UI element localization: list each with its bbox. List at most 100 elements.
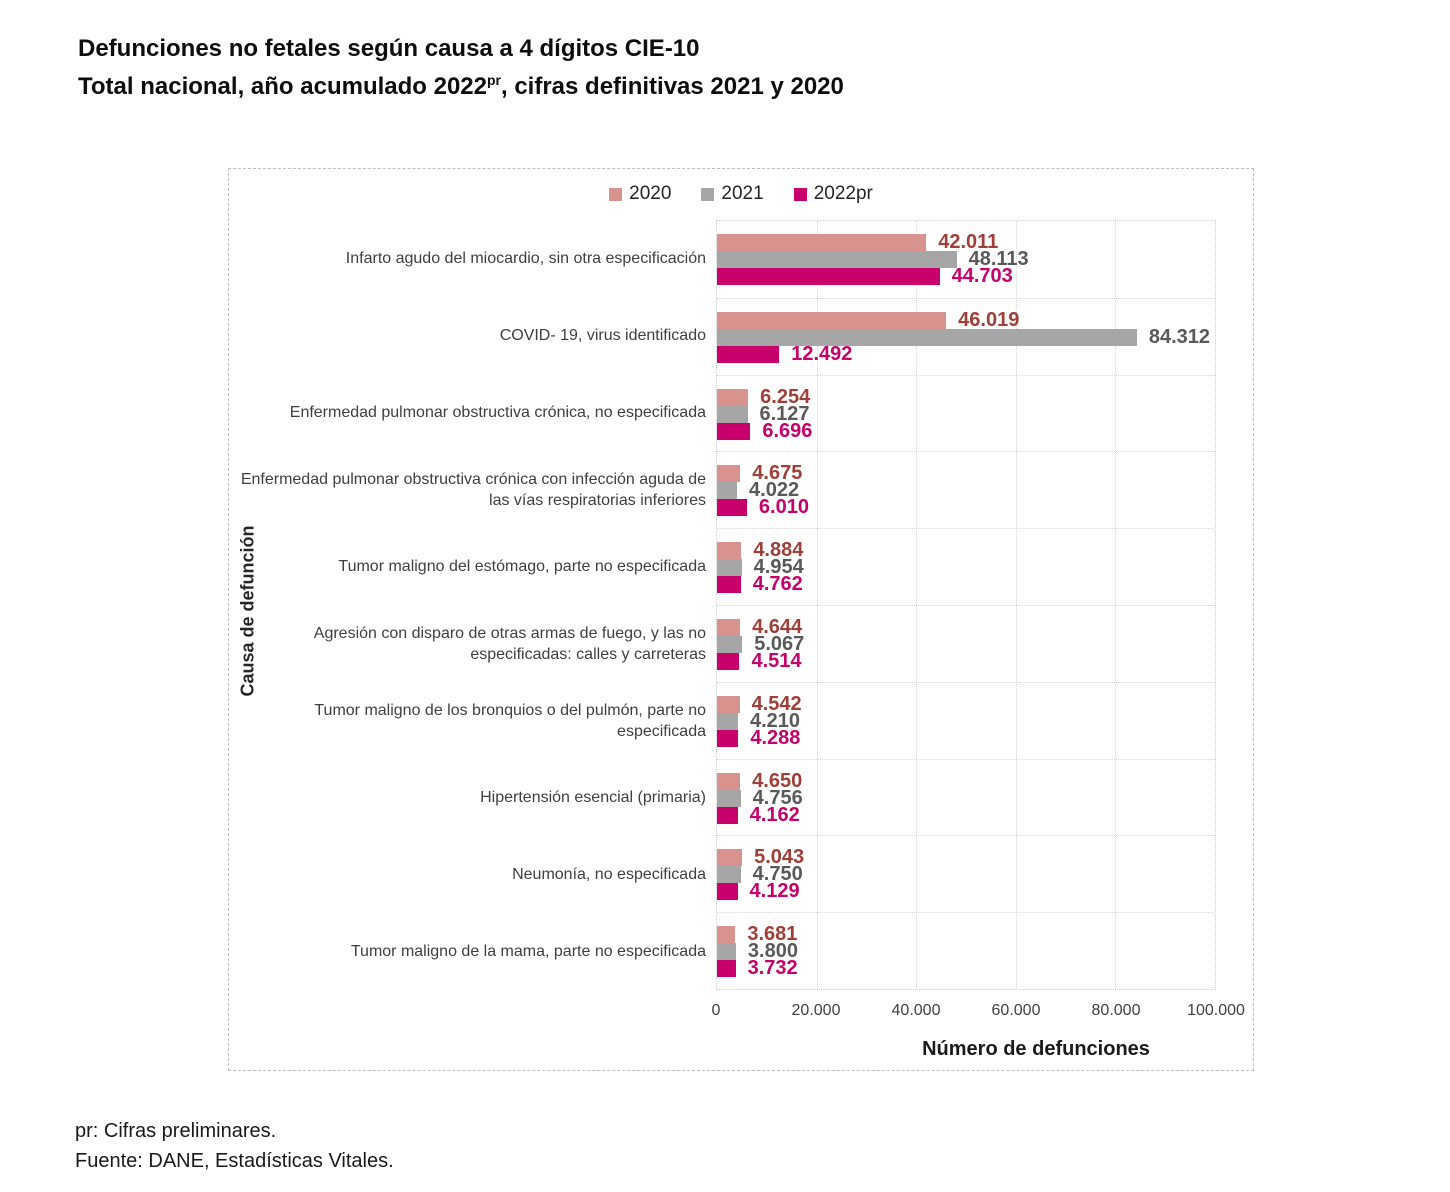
footnotes: pr: Cifras preliminares. Fuente: DANE, E… — [75, 1116, 394, 1176]
value-label-2020: 4.675 — [752, 462, 803, 485]
bar-line-2020: 5.043 — [717, 846, 1215, 869]
value-label-2022pr: 12.492 — [791, 342, 853, 365]
bar-line-2021: 6.127 — [717, 402, 1215, 425]
bar-2020 — [717, 849, 743, 867]
category-label: Infarto agudo del miocardio, sin otra es… — [234, 220, 706, 297]
bar-line-2022pr: 3.732 — [717, 957, 1215, 980]
legend-swatch-2021 — [701, 187, 715, 201]
value-label-2022pr: 4.762 — [752, 573, 803, 596]
category-label-text: Infarto agudo del miocardio, sin otra es… — [345, 250, 706, 267]
bar-line-2021: 4.750 — [717, 863, 1215, 886]
value-label-2021: 4.750 — [752, 863, 803, 886]
value-label-2021: 84.312 — [1148, 325, 1211, 348]
bar-line-2022pr: 44.703 — [717, 266, 1215, 286]
value-label-2021: 4.210 — [749, 709, 801, 732]
bar-2020 — [717, 542, 742, 560]
bar-2021 — [717, 559, 742, 577]
category-label-text: Tumor maligno del estómago, parte no esp… — [338, 558, 706, 575]
bar-line-2021: 4.022 — [717, 479, 1215, 502]
bar-2022pr — [717, 652, 740, 670]
bar-2021 — [717, 635, 743, 653]
category-label-text: COVID- 19, virus identificado — [499, 327, 706, 344]
bar-line-2022pr: 12.492 — [717, 342, 1215, 365]
x-axis-title: Número de defunciones — [922, 1038, 1150, 1060]
value-label-2022pr: 3.732 — [747, 957, 798, 980]
bar-line-2021: 84.312 — [717, 325, 1215, 348]
x-tick-label: 100.000 — [1187, 1002, 1245, 1019]
value-label-2020: 46.019 — [958, 308, 1020, 331]
value-label-2020: 4.644 — [752, 615, 803, 638]
value-label-2021: 4.022 — [749, 479, 800, 502]
bar-group: 5.043 4.750 4.129 — [717, 835, 1215, 912]
bar-line-2021: 5.067 — [717, 632, 1215, 655]
bar-2021 — [717, 482, 738, 500]
superscript-pr: pr — [487, 72, 501, 88]
bar-line-2021: 3.800 — [717, 941, 1215, 961]
category-label: Tumor maligno de la mama, parte no espec… — [234, 913, 706, 990]
chart-frame — [228, 168, 1254, 1071]
legend-item-2020: 2020 — [609, 183, 671, 205]
bar-2021 — [717, 405, 748, 423]
bar-2022pr — [717, 576, 741, 594]
bar-group: 3.681 3.800 3.732 — [717, 912, 1215, 989]
value-label-2020: 4.542 — [751, 692, 802, 715]
bar-2021 — [717, 943, 736, 961]
bar-line-2021: 4.210 — [717, 709, 1215, 732]
bar-line-2020: 4.542 — [717, 692, 1215, 715]
value-label-2020: 3.681 — [747, 923, 798, 946]
category-labels-column: Infarto agudo del miocardio, sin otra es… — [234, 220, 706, 990]
legend-item-2022pr: 2022pr — [793, 183, 873, 205]
bar-group: 46.019 84.312 12.492 — [717, 297, 1215, 375]
value-label-2021: 48.113 — [968, 248, 1029, 270]
value-label-2022pr: 4.288 — [750, 726, 801, 749]
bar-group: 4.675 4.022 6.010 — [717, 451, 1215, 528]
category-label-text: Enfermedad pulmonar obstructiva crónica … — [240, 470, 706, 509]
bar-group: 4.542 4.210 4.288 — [717, 681, 1215, 759]
category-label-text: Enfermedad pulmonar obstructiva crónica,… — [289, 404, 706, 421]
title-line1: Defunciones no fetales según causa a 4 d… — [78, 35, 700, 62]
bar-line-2022pr: 6.010 — [717, 496, 1215, 519]
category-label: Tumor maligno de los bronquios o del pul… — [234, 682, 706, 759]
bar-2021 — [717, 328, 1137, 346]
bar-2022pr — [717, 960, 736, 978]
bar-group: 6.254 6.127 6.696 — [717, 374, 1215, 452]
bar-line-2020: 46.019 — [717, 308, 1215, 331]
value-label-2022pr: 6.696 — [762, 419, 813, 442]
category-label-text: Agresión con disparo de otras armas de f… — [313, 624, 706, 663]
legend-label: 2020 — [629, 183, 672, 204]
bar-line-2020: 4.650 — [717, 769, 1215, 792]
page-title: Defunciones no fetales según causa a 4 d… — [78, 30, 844, 106]
category-label-text: Tumor maligno de los bronquios o del pul… — [314, 701, 706, 740]
x-tick-label: 40.000 — [891, 1002, 941, 1019]
x-tick-label: 0 — [711, 1002, 721, 1019]
value-label-2022pr: 6.010 — [758, 496, 809, 519]
value-label-2020: 4.884 — [753, 539, 804, 562]
value-label-2020: 4.650 — [752, 769, 803, 792]
category-label: COVID- 19, virus identificado — [234, 297, 706, 374]
category-label: Hipertensión esencial (primaria) — [234, 759, 706, 836]
bar-group: 42.011 48.113 44.703 — [717, 221, 1215, 298]
bar-2021 — [717, 866, 741, 884]
bar-line-2022pr: 4.762 — [717, 573, 1215, 596]
value-label-2020: 5.043 — [754, 846, 805, 869]
legend-swatch-2022pr — [793, 187, 807, 201]
bar-line-2020: 6.254 — [717, 387, 1215, 407]
bar-2020 — [717, 695, 740, 713]
bar-2022pr — [717, 806, 738, 824]
bar-2021 — [717, 712, 738, 730]
footnote-preliminary: pr: Cifras preliminares. — [75, 1120, 277, 1142]
bar-line-2022pr: 4.288 — [717, 726, 1215, 749]
category-label: Enfermedad pulmonar obstructiva crónica,… — [234, 374, 706, 451]
value-label-2022pr: 4.162 — [749, 803, 800, 826]
bar-2021 — [717, 789, 741, 807]
bar-line-2021: 48.113 — [717, 248, 1215, 270]
x-tick-label: 60.000 — [991, 1002, 1041, 1019]
value-label-2021: 6.127 — [759, 402, 810, 425]
bar-2022pr — [717, 268, 940, 285]
value-label-2021: 5.067 — [754, 632, 805, 655]
value-label-2021: 4.954 — [753, 556, 804, 579]
title-line2: Total nacional, año acumulado 2022pr, ci… — [78, 72, 844, 100]
bar-2020 — [717, 465, 741, 483]
bar-line-2020: 4.675 — [717, 462, 1215, 485]
